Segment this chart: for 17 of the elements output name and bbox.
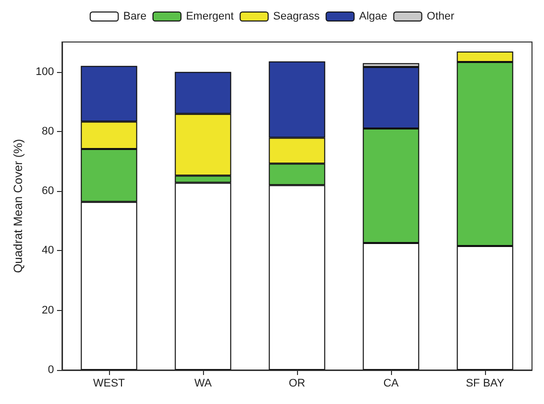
- legend-label: Algae: [359, 10, 388, 22]
- legend-label: Emergent: [186, 10, 234, 22]
- y-tick-label: 100: [36, 66, 54, 78]
- legend-label: Other: [426, 10, 455, 22]
- y-tick-label: 40: [42, 244, 54, 257]
- x-tick-label: WEST: [93, 378, 126, 390]
- y-tick-label: 60: [42, 185, 54, 198]
- legend-label: Bare: [123, 10, 146, 22]
- y-tick-label: 80: [42, 125, 54, 138]
- y-axis-title: Quadrat Mean Cover (%): [11, 138, 25, 274]
- y-tick-label: 0: [48, 364, 54, 376]
- x-tick-label: CA: [383, 378, 400, 390]
- legend-label: Seagrass: [273, 10, 320, 22]
- x-tick-label: OR: [288, 378, 306, 390]
- x-tick-label: WA: [194, 378, 212, 390]
- x-tick-label: SF BAY: [466, 378, 505, 390]
- y-tick-label: 20: [42, 304, 54, 316]
